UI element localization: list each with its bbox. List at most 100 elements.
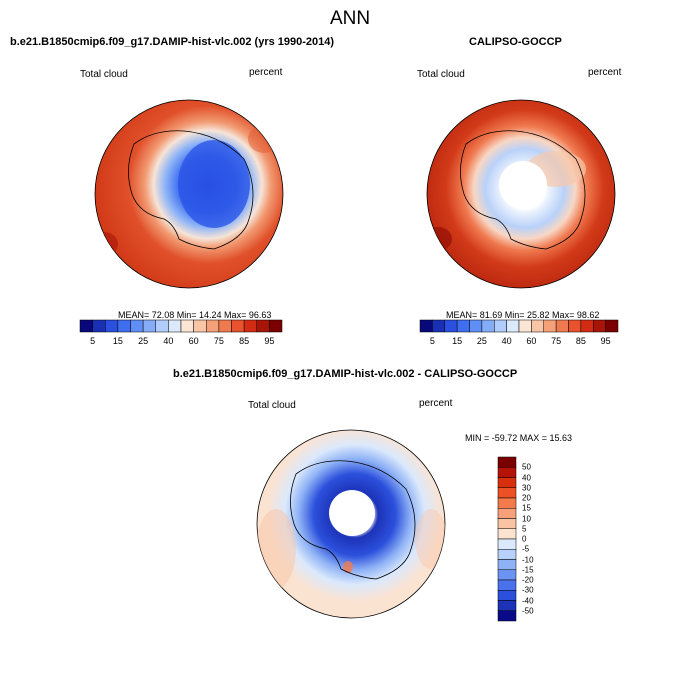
colorbar-swatch <box>497 477 517 488</box>
colorbar-swatch <box>497 579 517 591</box>
colorbar-swatch <box>469 319 483 333</box>
panel1-left-label: Total cloud <box>80 69 128 80</box>
colorbar-swatch <box>593 319 606 333</box>
figure-title: ANN <box>329 8 371 29</box>
colorbar-tick-label: 5 <box>429 336 435 346</box>
colorbar-swatch <box>256 319 270 333</box>
panel1-map <box>94 99 284 289</box>
colorbar-tick-label: 40 <box>163 336 174 346</box>
colorbar-swatch <box>206 319 220 333</box>
colorbar-tick-label: 25 <box>476 336 487 346</box>
colorbar-swatch <box>168 319 182 333</box>
colorbar-swatch <box>92 319 106 333</box>
colorbar-swatch <box>117 319 131 333</box>
colorbar-tick-label: 20 <box>522 493 531 503</box>
panel1-stats: MEAN= 72.08 Min= 14.24 Max= 96.63 <box>118 310 272 320</box>
colorbar-swatch <box>231 319 245 333</box>
colorbar-top-right <box>419 319 619 333</box>
colorbar-diff <box>497 456 517 622</box>
colorbar-swatch <box>543 319 557 333</box>
colorbar-swatch <box>531 319 544 333</box>
colorbar-swatch <box>497 508 517 519</box>
colorbar-tick-label: -40 <box>522 596 534 605</box>
colorbar-swatch <box>432 319 445 333</box>
colorbar-tick-label: 75 <box>551 336 562 346</box>
colorbar-swatch <box>105 319 119 333</box>
colorbar-swatch <box>243 319 257 333</box>
colorbar-swatch <box>497 467 517 478</box>
colorbar-tick-label: 5 <box>90 336 96 346</box>
colorbar-diff-labels: 50 40 30 20 15 10 5 0 -5 -10 -15 -20 -30 -40 -50 <box>520 457 550 621</box>
colorbar-tick-label: 30 <box>522 483 531 493</box>
colorbar-swatch <box>605 319 619 333</box>
colorbar-swatch <box>419 319 433 333</box>
panel3-stats: MIN = -59.72 MAX = 15.63 <box>465 433 573 443</box>
panel2-map <box>426 99 616 289</box>
colorbar-tick-label: -20 <box>522 575 534 585</box>
colorbar-swatch <box>497 590 517 601</box>
colorbar-swatch <box>269 319 283 333</box>
colorbar-tick-label: 50 <box>522 462 531 472</box>
colorbar-swatch <box>130 319 144 333</box>
colorbar-tick-label: -10 <box>522 555 534 564</box>
colorbar-swatch <box>497 559 517 570</box>
colorbar-tick-label: 60 <box>526 336 537 346</box>
panel1-units-label: percent <box>249 67 283 78</box>
colorbar-swatch <box>506 319 520 333</box>
colorbar-swatch <box>142 319 156 333</box>
colorbar-tick-label: 5 <box>522 524 527 534</box>
panel3-map <box>256 429 446 619</box>
colorbar-swatch <box>497 518 517 529</box>
colorbar-tick-label: -30 <box>522 585 534 595</box>
colorbar-tick-label: -50 <box>522 606 534 616</box>
colorbar-swatch <box>568 319 582 333</box>
colorbar-tick-label: 25 <box>138 336 149 346</box>
colorbar-swatch <box>497 538 517 550</box>
colorbar-tick-label: 15 <box>112 336 123 346</box>
panel3-units-label: percent <box>419 398 453 409</box>
colorbar-swatch <box>580 319 594 333</box>
panel1-title: b.e21.B1850cmip6.f09_g17.DAMIP-hist-vlc.… <box>10 36 335 48</box>
colorbar-swatch <box>497 569 517 581</box>
panel3-left-label: Total cloud <box>248 400 296 411</box>
colorbar-swatch <box>218 319 232 333</box>
colorbar-tick-label: 15 <box>452 336 463 346</box>
panel2-title: CALIPSO-GOCCP <box>469 36 562 48</box>
colorbar-swatch <box>497 456 517 468</box>
colorbar-swatch <box>497 600 517 611</box>
colorbar-swatch <box>555 319 569 333</box>
colorbar-swatch <box>497 487 517 499</box>
colorbar-tick-label: 40 <box>522 473 531 482</box>
colorbar-tick-label: -5 <box>522 544 530 554</box>
panel2-units-label: percent <box>588 67 622 78</box>
colorbar-tick-label: 85 <box>575 336 586 346</box>
colorbar-swatch <box>497 610 517 622</box>
colorbar-tick-label: -15 <box>522 565 534 575</box>
colorbar-tick-label: 10 <box>522 514 531 523</box>
colorbar-tick-label: 60 <box>188 336 199 346</box>
colorbar-tick-label: 95 <box>264 336 275 346</box>
colorbar-tick-label: 75 <box>213 336 224 346</box>
colorbar-top-right-labels: 5 15 25 40 60 75 85 95 <box>420 336 618 348</box>
colorbar-tick-label: 0 <box>522 534 527 544</box>
colorbar-swatch <box>155 319 169 333</box>
colorbar-tick-label: 15 <box>522 503 531 513</box>
colorbar-swatch <box>79 319 93 333</box>
colorbar-tick-label: 40 <box>501 336 512 346</box>
colorbar-swatch <box>497 528 517 540</box>
panel2-stats: MEAN= 81.69 Min= 25.82 Max= 98.62 <box>446 310 600 320</box>
colorbar-top-left-labels: 5 15 25 40 60 75 85 95 <box>80 336 282 348</box>
colorbar-swatch <box>180 319 194 333</box>
panel3-title: b.e21.B1850cmip6.f09_g17.DAMIP-hist-vlc.… <box>173 368 518 380</box>
colorbar-tick-label: 95 <box>600 336 611 346</box>
colorbar-swatch <box>518 319 532 333</box>
colorbar-top-left <box>79 319 283 333</box>
colorbar-swatch <box>193 319 207 333</box>
colorbar-swatch <box>497 549 517 560</box>
colorbar-tick-label: 85 <box>239 336 250 346</box>
colorbar-swatch <box>481 319 495 333</box>
colorbar-swatch <box>456 319 470 333</box>
panel2-left-label: Total cloud <box>417 69 465 80</box>
colorbar-swatch <box>497 497 517 509</box>
colorbar-swatch <box>494 319 507 333</box>
